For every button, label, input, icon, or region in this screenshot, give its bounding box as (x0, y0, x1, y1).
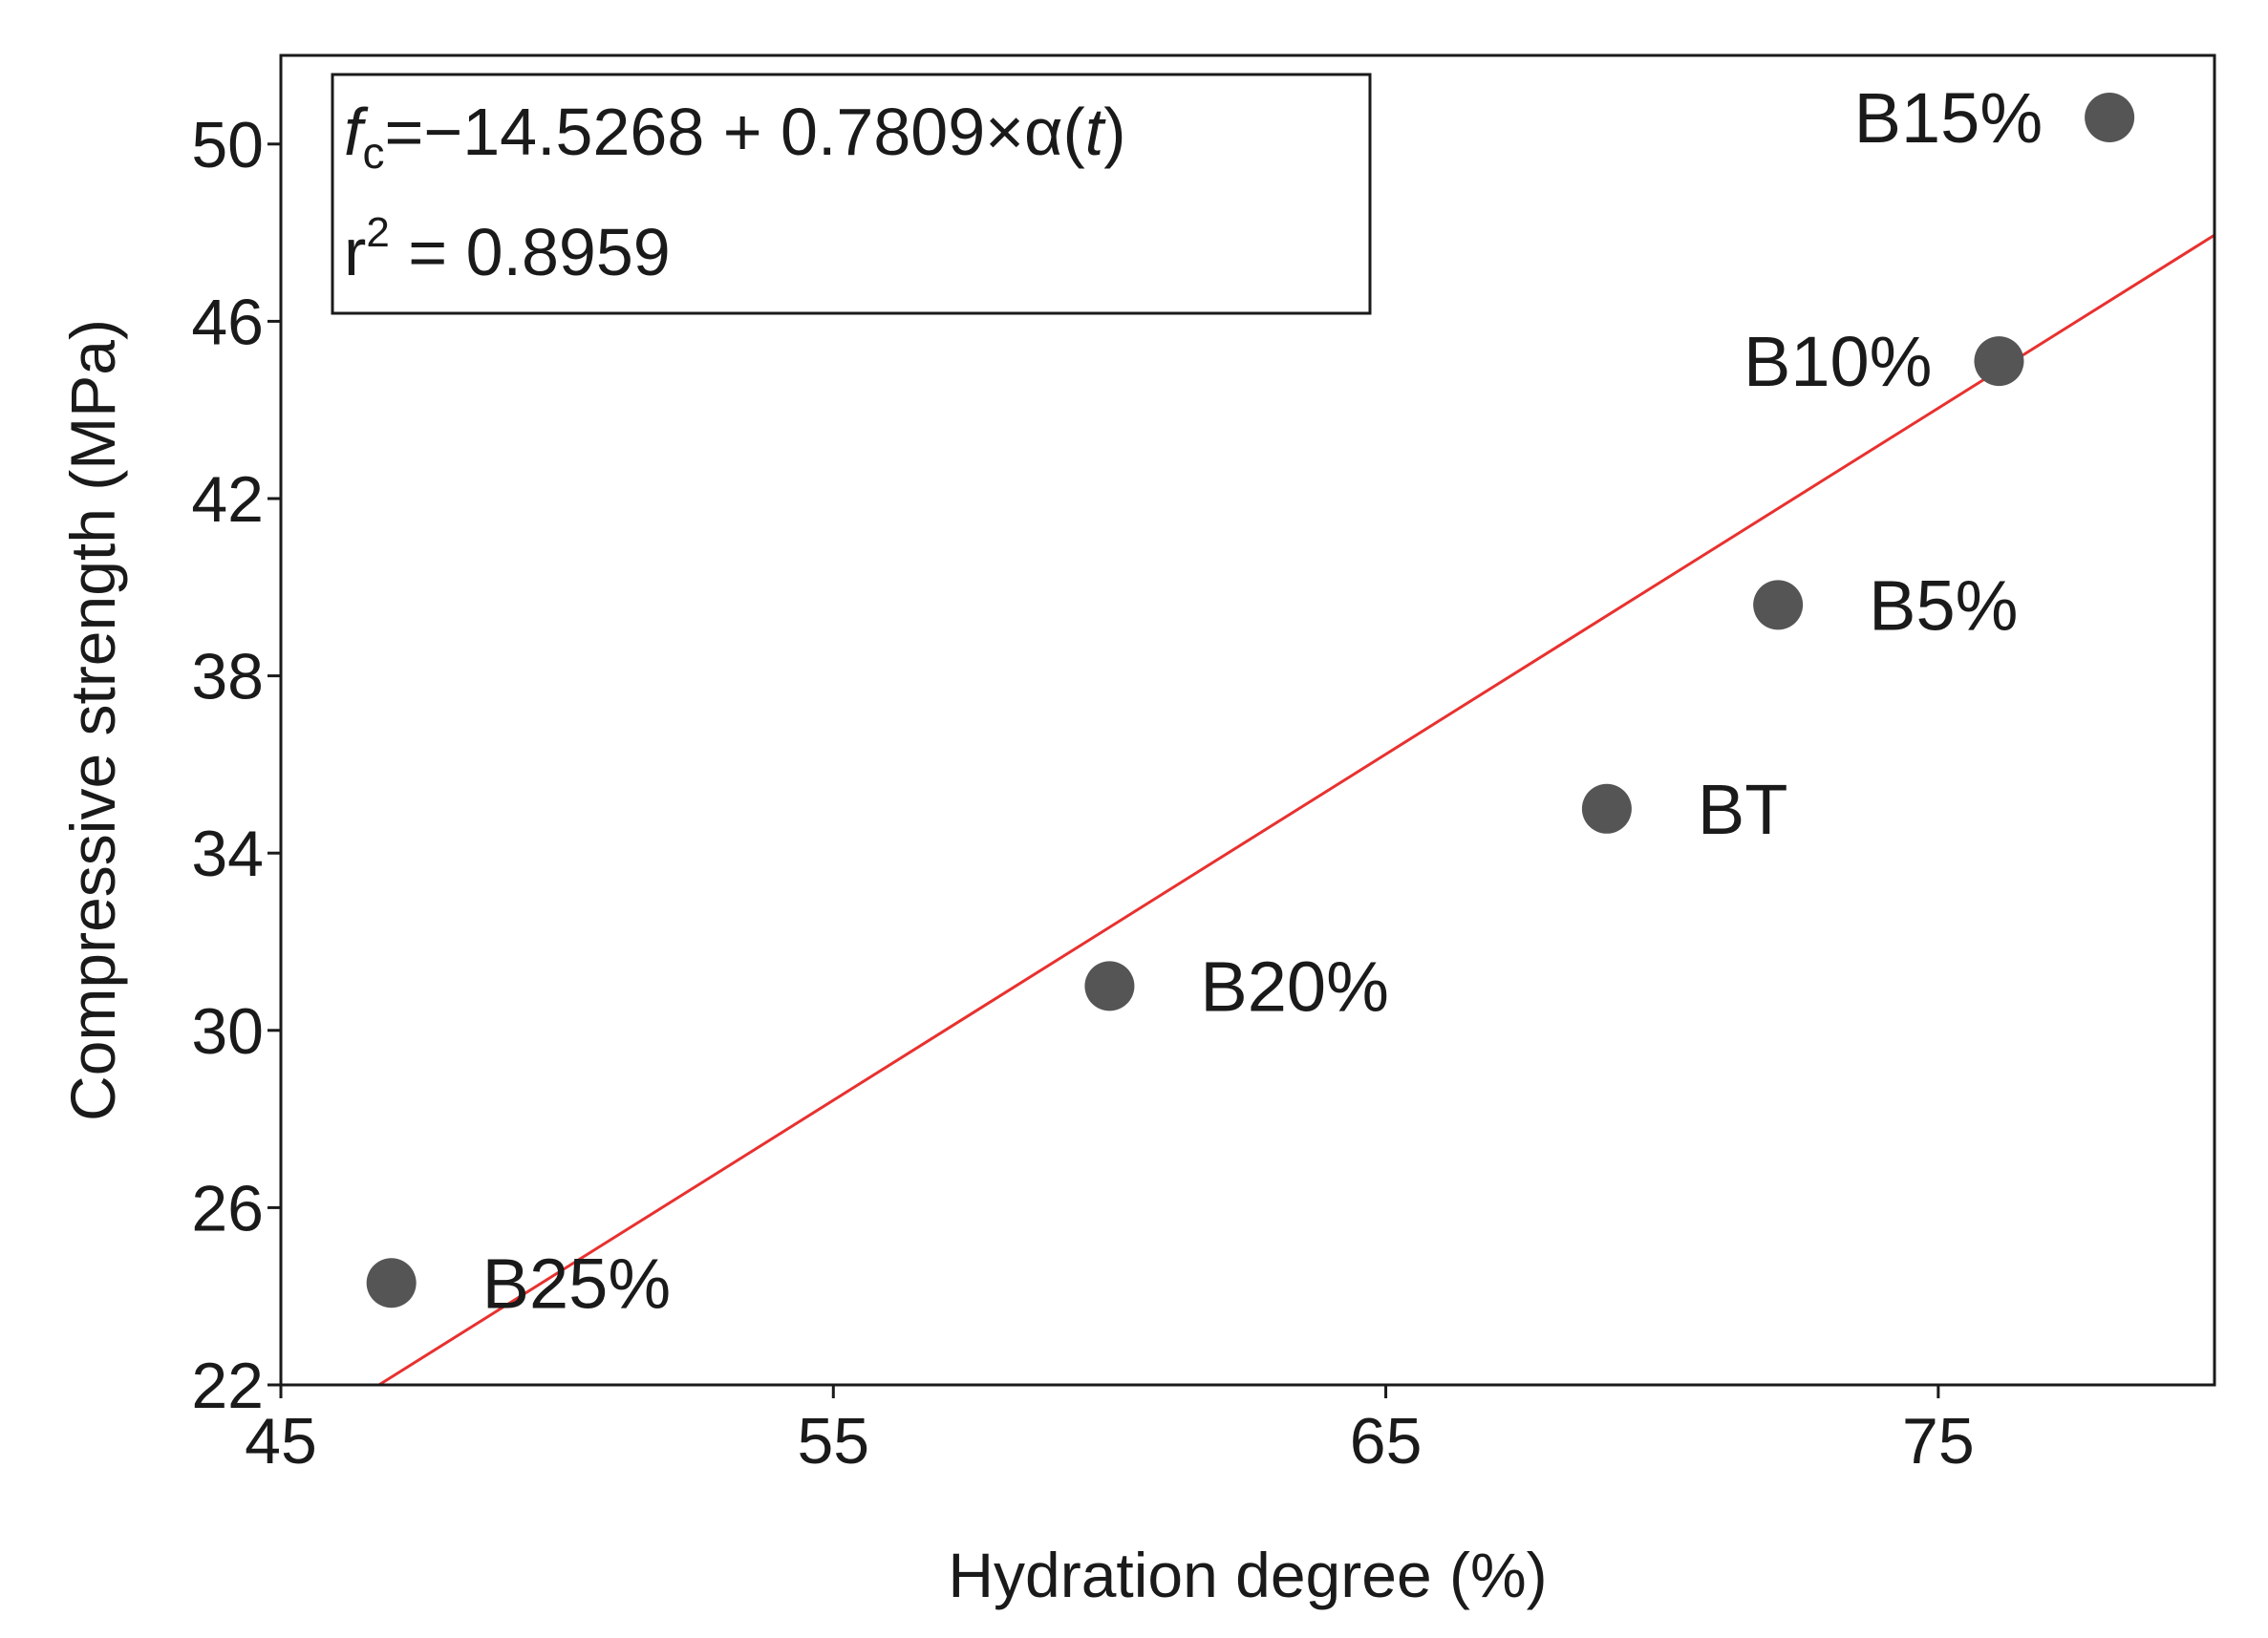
equation-variable: t (1085, 95, 1106, 169)
data-point-label: B5% (1869, 565, 2018, 645)
data-point (2085, 92, 2135, 142)
point-labels: B25% B20% BT B5% B10% B15% (482, 78, 2043, 1323)
r-value: = 0.8959 (390, 215, 671, 289)
data-point-label: BT (1698, 770, 1788, 849)
equation-body: =−14.5268 + 0.7809×α( (384, 95, 1084, 169)
y-tick-label: 34 (191, 818, 264, 890)
r-symbol: r (344, 215, 366, 289)
x-tick-label: 45 (245, 1405, 317, 1478)
data-point (1581, 783, 1632, 834)
regression-line (377, 233, 2215, 1387)
data-point-label: B25% (482, 1244, 671, 1323)
x-tick-label: 65 (1350, 1405, 1423, 1478)
y-tick-label: 50 (191, 109, 264, 181)
y-tick-label: 42 (191, 463, 264, 536)
y-tick-label: 22 (191, 1350, 264, 1422)
data-point-label: B15% (1854, 78, 2043, 158)
y-tick-label: 26 (191, 1172, 264, 1244)
equation-text: fc=−14.5268 + 0.7809×α(t) (344, 95, 1126, 178)
plot-area-frame (279, 53, 2216, 1387)
data-point (366, 1258, 417, 1308)
data-points (366, 92, 2135, 1308)
equation-close: ) (1103, 95, 1125, 169)
equation-box: fc=−14.5268 + 0.7809×α(t) r2 = 0.8959 (331, 73, 1372, 315)
y-tick-label: 38 (191, 641, 264, 713)
x-tick-label: 55 (797, 1405, 869, 1478)
data-point-label: B10% (1744, 322, 1932, 401)
data-point (1084, 961, 1135, 1011)
data-point (1974, 336, 2024, 387)
x-axis-ticks: 45 55 65 75 (245, 1385, 1975, 1478)
y-axis-ticks: 22 26 30 34 38 42 46 50 (191, 109, 281, 1422)
r-squared-text: r2 = 0.8959 (344, 209, 671, 289)
r-exponent: 2 (366, 209, 389, 256)
y-axis-label: Compressive strength (MPa) (57, 319, 128, 1121)
data-point-label: B20% (1200, 947, 1388, 1026)
x-tick-label: 75 (1902, 1405, 1975, 1478)
y-tick-label: 30 (191, 995, 264, 1068)
equation-subscript: c (362, 128, 384, 178)
x-axis-label: Hydration degree (%) (948, 1540, 1547, 1610)
fit-line-group (377, 233, 2215, 1387)
data-point (1753, 580, 1804, 630)
y-tick-label: 46 (191, 286, 264, 358)
equation-box-frame (331, 73, 1372, 315)
